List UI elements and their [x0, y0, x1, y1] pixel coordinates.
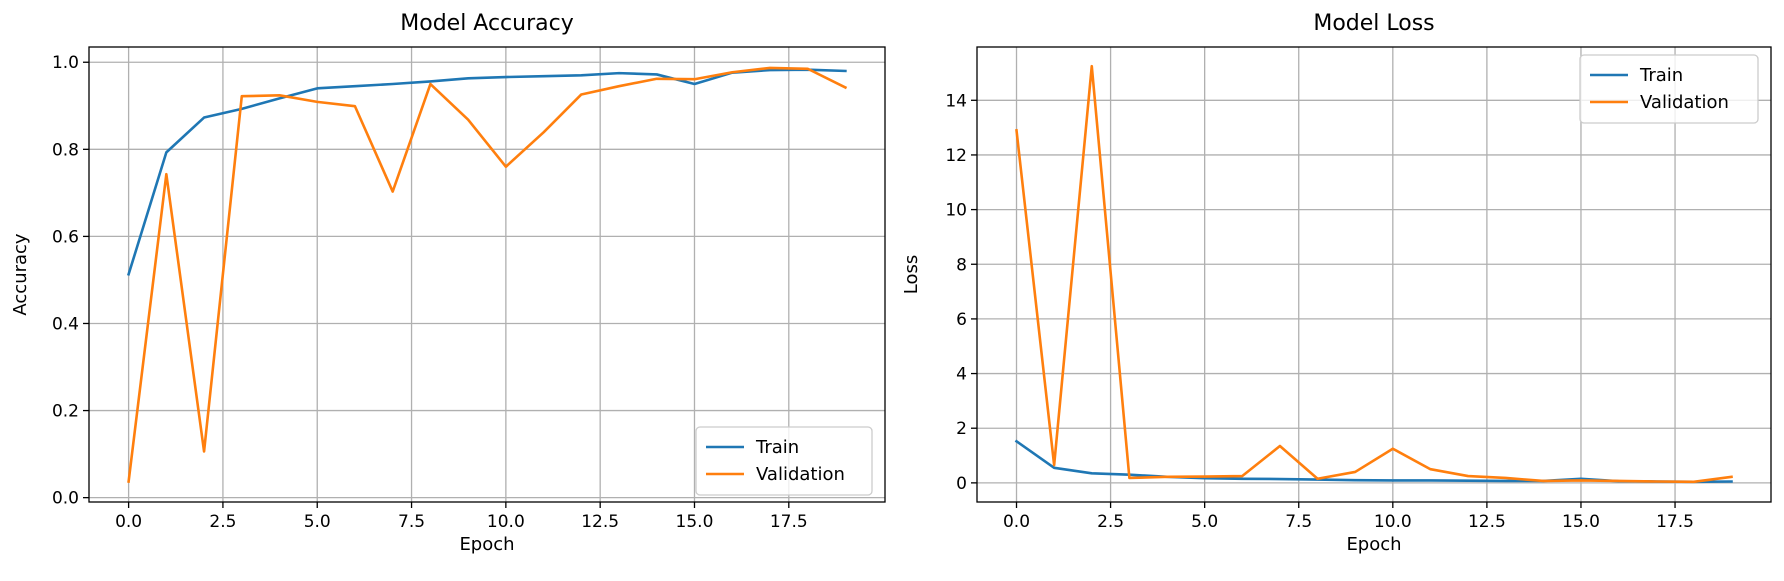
loss-title: Model Loss: [1313, 11, 1434, 36]
loss-y-tick-label: 2: [956, 419, 967, 439]
accuracy-x-tick-label: 15.0: [676, 512, 714, 532]
accuracy-title: Model Accuracy: [400, 11, 574, 36]
loss-x-tick-label: 7.5: [1285, 512, 1312, 532]
accuracy-y-tick-label: 0.2: [52, 402, 79, 422]
accuracy-legend-label-validation: Validation: [756, 464, 845, 485]
accuracy-x-tick-label: 7.5: [398, 512, 425, 532]
accuracy-axes-frame: [88, 46, 886, 503]
loss-x-tick-label: 10.0: [1374, 512, 1412, 532]
loss-axes-frame: [976, 46, 1772, 503]
loss-y-tick-label: 4: [956, 365, 967, 385]
loss-x-tick-label: 17.5: [1656, 512, 1694, 532]
accuracy-x-tick-label: 12.5: [581, 512, 619, 532]
loss-y-tick-label: 12: [945, 146, 967, 166]
accuracy-validation-line: [127, 66, 848, 483]
loss-legend-label-validation: Validation: [1640, 92, 1729, 113]
loss-y-tick-label: 10: [945, 201, 967, 221]
loss-y-tick-label: 0: [956, 474, 967, 494]
loss-validation-line: [1015, 64, 1733, 484]
accuracy-x-tick-label: 0.0: [115, 512, 142, 532]
accuracy-y-tick-label: 0.8: [52, 140, 79, 160]
loss-panel: 0.0 2.5 5.0 7.5 10.0 12.5 15.0 17.5 0 2 4 6 8 10 12 14 M…: [901, 11, 1772, 555]
loss-x-tick-label: 5.0: [1191, 512, 1218, 532]
accuracy-y-tick-label: 0.0: [52, 489, 79, 509]
accuracy-x-tick-label: 10.0: [487, 512, 525, 532]
loss-y-tick-label: 6: [956, 310, 967, 330]
loss-x-tick-label: 15.0: [1562, 512, 1600, 532]
loss-legend-frame: [1579, 54, 1759, 124]
accuracy-x-tick-label: 17.5: [770, 512, 808, 532]
loss-x-tick-label: 2.5: [1097, 512, 1124, 532]
accuracy-legend: Train Validation: [695, 426, 873, 496]
accuracy-x-axis-label: Epoch: [459, 534, 514, 555]
loss-legend-label-train: Train: [1639, 65, 1683, 86]
accuracy-legend-frame: [695, 426, 873, 496]
accuracy-legend-label-train: Train: [755, 437, 799, 458]
accuracy-x-tick-label: 5.0: [304, 512, 331, 532]
accuracy-y-tick-label: 1.0: [52, 53, 79, 73]
accuracy-panel: 0.0 2.5 5.0 7.5 10.0 12.5 15.0 17.5 0.0 0.2 0.4 0.6…: [10, 11, 886, 555]
accuracy-y-axis-label: Accuracy: [10, 233, 31, 316]
accuracy-y-tick-label: 0.4: [52, 314, 79, 334]
loss-y-axis-label: Loss: [901, 255, 922, 294]
loss-x-axis-label: Epoch: [1346, 534, 1401, 555]
loss-y-tick-label: 8: [956, 255, 967, 275]
loss-x-tick-label: 0.0: [1003, 512, 1030, 532]
loss-y-tick-label: 14: [945, 91, 967, 111]
loss-legend: Train Validation: [1579, 54, 1759, 124]
accuracy-y-tick-label: 0.6: [52, 227, 79, 247]
accuracy-x-tick-label: 2.5: [209, 512, 236, 532]
loss-x-tick-label: 12.5: [1468, 512, 1506, 532]
